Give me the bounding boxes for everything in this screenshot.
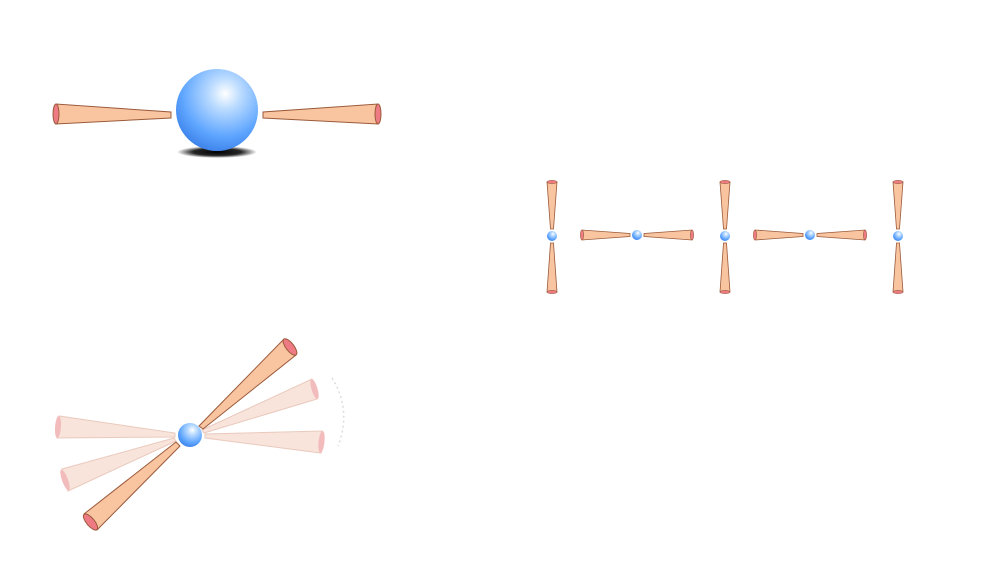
chain-sphere <box>893 231 903 241</box>
ghost-cone-right <box>204 430 325 454</box>
ghost-cone-lower-left <box>60 437 177 492</box>
spin-sphere <box>176 69 258 151</box>
chain-sphere <box>805 230 815 240</box>
main-cone-lower-left <box>82 441 181 531</box>
ghost-cone-upper-right <box>201 378 319 434</box>
right-cone <box>262 103 382 125</box>
single-spin-panel <box>52 69 382 158</box>
sphere-shadow <box>177 146 257 158</box>
ghost-cone-left <box>54 415 176 439</box>
chain-sphere <box>632 230 642 240</box>
main-cone-upper-right <box>198 338 298 430</box>
precession-panel <box>54 338 345 531</box>
left-cone <box>52 103 172 125</box>
chain-sphere <box>547 231 557 241</box>
chain-spin-4 <box>753 229 867 241</box>
precessing-sphere <box>178 423 202 447</box>
chain-spin-5 <box>892 180 904 294</box>
chain-spin-2 <box>580 229 694 241</box>
precession-arc <box>331 377 345 447</box>
chain-sphere <box>720 231 730 241</box>
chain-spin-1 <box>546 180 558 294</box>
spin-chain-panel <box>546 180 904 294</box>
chain-spin-3 <box>719 180 731 294</box>
